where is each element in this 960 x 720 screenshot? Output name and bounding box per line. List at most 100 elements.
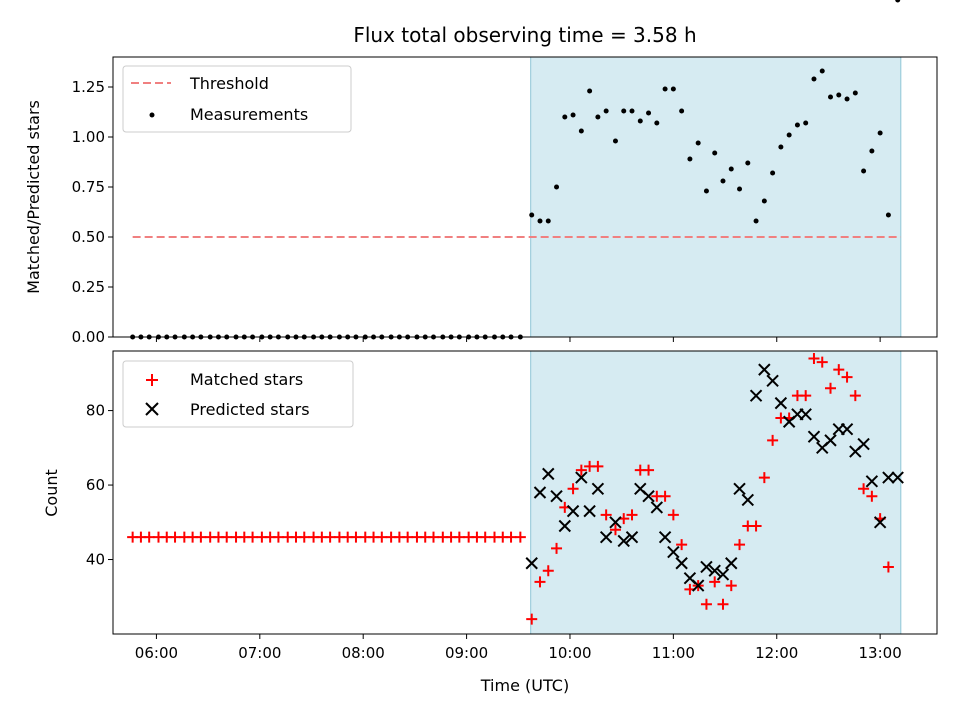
bottom-y-tick-label: 80: [86, 402, 105, 420]
predicted-star-point: [609, 516, 622, 529]
matched-star-point: [800, 390, 812, 402]
measurement-point: [646, 110, 652, 116]
legend-predicted-swatch: [145, 402, 159, 416]
top-panel-ylabel: Matched/Predicted stars: [24, 100, 43, 294]
measurement-point: [770, 170, 776, 176]
legend-matched-label: Matched stars: [190, 370, 303, 389]
measurement-point: [554, 184, 560, 190]
measurement-point: [737, 186, 743, 192]
matched-star-point: [825, 382, 837, 394]
matched-star-point: [298, 531, 310, 543]
matched-star-point: [758, 472, 770, 484]
matched-star-point: [402, 531, 414, 543]
matched-star-point: [734, 539, 746, 551]
measurement-point: [869, 148, 875, 154]
measurement-point: [612, 138, 618, 144]
matched-star-point: [709, 576, 721, 588]
measurement-point: [877, 130, 883, 136]
matched-star-point: [882, 561, 894, 573]
top-y-tick-label: 0.00: [72, 328, 105, 346]
measurement-point: [662, 86, 668, 92]
measurement-point: [778, 144, 784, 150]
matched-star-point: [376, 531, 388, 543]
predicted-star-point: [708, 564, 721, 577]
measurement-point: [794, 122, 800, 128]
matched-star-point: [659, 490, 671, 502]
predicted-star-point: [799, 408, 812, 421]
matched-star-point: [808, 352, 820, 364]
matched-star-point: [551, 542, 563, 554]
predicted-star-point: [525, 557, 538, 570]
matched-star-point: [833, 364, 845, 376]
measurement-point: [603, 108, 609, 114]
legend-predicted-label: Predicted stars: [190, 400, 310, 419]
predicted-star-point: [774, 396, 788, 410]
predicted-star-point: [550, 490, 563, 503]
measurement-point: [885, 212, 891, 218]
x-tick-label: 11:00: [652, 644, 695, 662]
matched-star-point: [428, 531, 440, 543]
predicted-star-point: [533, 486, 547, 499]
measurement-point: [621, 108, 627, 114]
measurement-point: [587, 88, 593, 94]
matched-star-point: [667, 509, 679, 521]
measurement-point: [545, 218, 551, 224]
matched-star-point: [866, 490, 878, 502]
measurement-point: [578, 128, 584, 134]
top-panel-frame: [112, 56, 938, 338]
predicted-star-point: [749, 389, 763, 402]
bottom-panel: 40 60 80 06:00 07:00 08:00 09:00 10:00 11:00 12:…: [42, 351, 938, 662]
measurement-point: [753, 218, 759, 224]
predicted-star-point: [566, 504, 580, 518]
predicted-star-point: [591, 482, 605, 495]
matched-star-point: [600, 509, 612, 521]
top-panel-highlight-span: [530, 56, 902, 338]
legend-measurements-swatch: [149, 112, 155, 118]
matched-star-point: [272, 531, 284, 543]
matched-star-point: [592, 460, 604, 472]
matched-star-point: [816, 356, 828, 368]
matched-star-point: [609, 524, 621, 536]
predicted-star-point: [807, 430, 821, 443]
predicted-star-point: [891, 471, 904, 484]
matched-star-point: [247, 531, 259, 543]
predicted-star-point: [658, 530, 672, 544]
measurement-point: [811, 76, 817, 82]
matched-star-point: [221, 531, 233, 543]
measurement-point: [695, 140, 701, 146]
measurement-point: [895, 0, 901, 3]
predicted-star-point: [650, 501, 664, 514]
top-y-tick-label: 1.00: [72, 128, 105, 146]
predicted-star-point: [667, 545, 680, 559]
x-tick-label: 09:00: [445, 644, 488, 662]
matched-star-point: [479, 531, 491, 543]
x-tick-label: 12:00: [755, 644, 798, 662]
measurement-point: [629, 108, 635, 114]
matched-star-point: [725, 580, 737, 592]
measurement-point: [861, 168, 867, 174]
matched-star-point: [626, 509, 638, 521]
predicted-star-point: [558, 519, 572, 533]
legend-threshold-label: Threshold: [189, 74, 269, 93]
matched-star-point: [750, 520, 762, 532]
predicted-star-point: [675, 557, 688, 570]
matched-star-point: [195, 531, 207, 543]
measurement-point: [637, 118, 643, 124]
predicted-star-point: [583, 504, 596, 518]
top-panel-legend: Threshold Measurements: [122, 65, 352, 133]
measurement-point: [836, 92, 842, 98]
x-tick-label: 10:00: [548, 644, 591, 662]
predicted-star-point: [716, 568, 730, 581]
top-y-tick-label: 0.75: [72, 178, 105, 196]
matched-star-point: [534, 576, 546, 588]
matched-star-point: [324, 531, 336, 543]
predicted-star-point: [873, 516, 887, 529]
predicted-star-point: [691, 579, 705, 592]
predicted-star-point: [865, 475, 879, 488]
predicted-star-point: [575, 471, 588, 484]
top-y-tick-label: 0.50: [72, 228, 105, 246]
measurement-point: [703, 188, 709, 194]
measurement-point: [595, 114, 601, 120]
measurement-point: [670, 86, 676, 92]
